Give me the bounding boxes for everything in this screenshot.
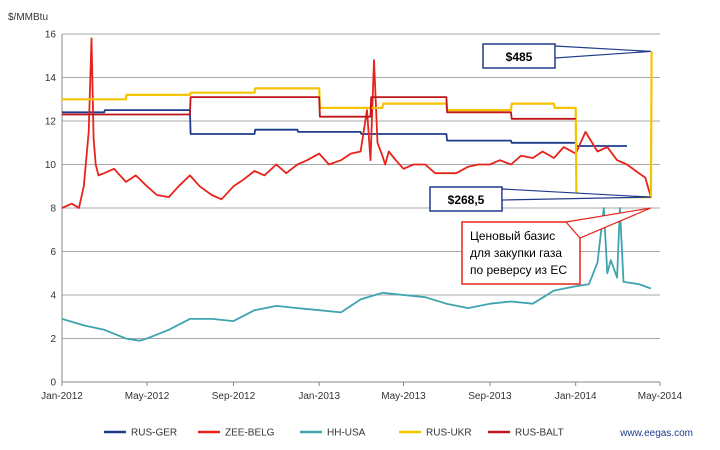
source-label: www.eegas.com	[619, 428, 693, 439]
legend: RUS-GER ZEE-BELG HH-USA RUS-UKR RUS-BALT	[104, 428, 564, 439]
callout-485-label: $485	[506, 50, 533, 64]
x-tick-7: May-2014	[638, 391, 683, 402]
legend-label-rus-balt: RUS-BALT	[515, 428, 564, 439]
y-tick-4: 8	[50, 204, 56, 215]
note-line-1: для закупки газа	[470, 246, 562, 260]
y-tick-5: 10	[45, 160, 57, 171]
y-tick-3: 6	[50, 247, 56, 258]
y-tick-2: 4	[50, 291, 56, 302]
series-line-rus-ger	[62, 109, 627, 147]
x-tick-0: Jan-2012	[41, 391, 83, 402]
legend-label-rus-ukr: RUS-UKR	[426, 428, 472, 439]
x-tick-3: Jan-2013	[298, 391, 340, 402]
legend-label-hh-usa: HH-USA	[327, 428, 366, 439]
y-tick-labels: 0 2 4 6 8 10 12 14 16	[45, 30, 57, 389]
annotations: $485 $268,5 Ценовый базис для закупки газа п…	[429, 43, 652, 285]
y-axis-label: $/MMBtu	[8, 12, 48, 23]
x-tick-4: May-2013	[381, 391, 426, 402]
series-line-zee-belg	[61, 37, 652, 209]
legend-label-rus-ger: RUS-GER	[131, 428, 177, 439]
series-line-hh-usa	[61, 207, 652, 342]
y-tick-1: 2	[50, 334, 56, 345]
x-tick-labels: Jan-2012 May-2012 Sep-2012 Jan-2013 May-2013…	[41, 382, 683, 402]
x-tick-5: Sep-2013	[468, 391, 512, 402]
series-line-rus-ukr	[62, 51, 653, 199]
x-tick-2: Sep-2012	[212, 391, 256, 402]
grid-lines	[62, 33, 660, 383]
y-tick-0: 0	[50, 378, 56, 389]
callout-485-pointer	[554, 45, 651, 59]
callout-485-box	[482, 43, 556, 69]
note-line-2: по реверсу из ЕС	[470, 263, 567, 277]
series-line-rus-balt	[62, 96, 576, 120]
note-pointer	[564, 207, 652, 239]
note-line-0: Ценовый базис	[470, 229, 555, 243]
y-tick-7: 14	[45, 73, 57, 84]
y-tick-6: 12	[45, 117, 57, 128]
note-box	[461, 221, 581, 285]
x-tick-6: Jan-2014	[555, 391, 597, 402]
legend-label-zee-belg: ZEE-BELG	[225, 428, 275, 439]
callout-2685-pointer	[501, 188, 651, 201]
series-lines	[61, 37, 653, 342]
x-tick-1: May-2012	[125, 391, 170, 402]
callout-2685-label: $268,5	[448, 193, 485, 207]
y-tick-8: 16	[45, 30, 57, 41]
